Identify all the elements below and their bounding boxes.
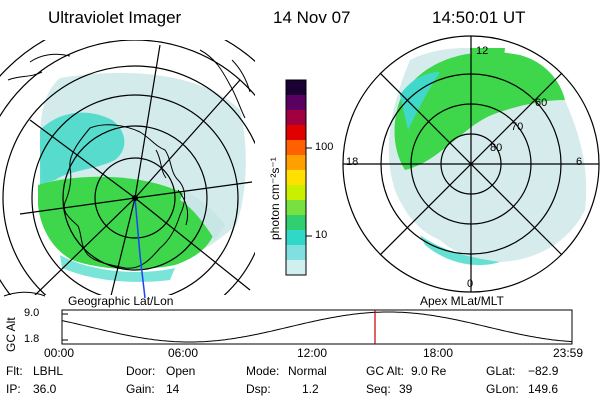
mode-label: Mode:	[246, 364, 280, 378]
mode-value: Normal	[288, 364, 327, 378]
glat-label: GLat:	[486, 364, 516, 378]
geographic-aurora-emission	[38, 72, 246, 282]
geographic-pole-marker	[132, 195, 138, 201]
alt-xtick-1800: 18:00	[423, 346, 454, 360]
mlat-label-60: 60	[535, 97, 548, 109]
alt-xtick-1200: 12:00	[297, 346, 328, 360]
glon-value: 149.6	[528, 382, 559, 396]
colorbar-band	[286, 185, 306, 201]
colorbar-band	[286, 215, 306, 231]
mlt-label-6: 6	[576, 156, 583, 168]
dsp-value: 1.2	[302, 382, 319, 396]
instrument-title: Ultraviolet Imager	[48, 8, 182, 27]
altitude-plot-frame	[61, 309, 573, 345]
colorbar-tick-label-10: 10	[315, 229, 328, 241]
alt-xtick-0000: 00:00	[44, 346, 75, 360]
mlt-label-0: 0	[467, 278, 474, 290]
mlt-label-18: 18	[346, 156, 359, 168]
geographic-track-line	[134, 197, 146, 299]
dsp-label: Dsp:	[246, 382, 271, 396]
gain-value: 14	[166, 382, 180, 396]
filter-value: LBHL	[33, 364, 64, 378]
geographic-caption: Geographic Lat/Lon	[68, 294, 174, 308]
colorbar-band	[286, 80, 306, 96]
ip-label: IP:	[6, 382, 21, 396]
seq-label: Seq:	[366, 382, 391, 396]
magnetic-grid	[342, 35, 600, 293]
altitude-ylabel: GC Alt	[4, 317, 18, 352]
gc-alt-label: GC Alt:	[366, 364, 405, 378]
ip-value: 36.0	[33, 382, 57, 396]
date-label: 14 Nov 07	[273, 8, 351, 27]
magnetic-aurora-emission	[388, 48, 587, 266]
glat-value: −82.9	[528, 364, 559, 378]
altitude-curve	[61, 311, 573, 343]
magnetic-caption: Apex MLat/MLT	[420, 294, 504, 308]
colorbar-band	[286, 95, 306, 111]
colorbar-band	[286, 140, 306, 156]
filter-label: Flt:	[6, 364, 23, 378]
alt-xtick-2359: 23:59	[553, 346, 584, 360]
mlt-label-12: 12	[476, 45, 489, 57]
mlat-label-70: 70	[511, 121, 524, 133]
colorbar-tick-label-100: 100	[315, 141, 334, 153]
colorbar-gradient	[286, 80, 306, 276]
glon-label: GLon:	[486, 382, 519, 396]
colorbar-band	[286, 110, 306, 126]
geographic-coastline	[63, 124, 189, 269]
colorbar-band	[286, 245, 306, 261]
colorbar-band	[286, 125, 306, 141]
colorbar-band	[286, 260, 306, 276]
alt-xtick-0600: 06:00	[168, 346, 199, 360]
colorbar-band	[286, 230, 306, 246]
mlat-label-80: 80	[490, 142, 503, 154]
colorbar-band	[286, 155, 306, 171]
colorbar-band	[286, 200, 306, 216]
geographic-outer-coastline	[3, 49, 251, 297]
door-value: Open	[166, 364, 196, 378]
alt-ytick-label-1.8: 1.8	[24, 333, 40, 345]
geographic-grid	[0, 40, 255, 295]
door-label: Door:	[126, 364, 156, 378]
time-label: 14:50:01 UT	[432, 8, 526, 27]
gain-label: Gain:	[126, 382, 155, 396]
gc-alt-value: 9.0 Re	[411, 364, 447, 378]
seq-value: 39	[399, 382, 413, 396]
colorbar-band	[286, 170, 306, 186]
alt-ytick-label-9: 9.0	[24, 307, 40, 319]
